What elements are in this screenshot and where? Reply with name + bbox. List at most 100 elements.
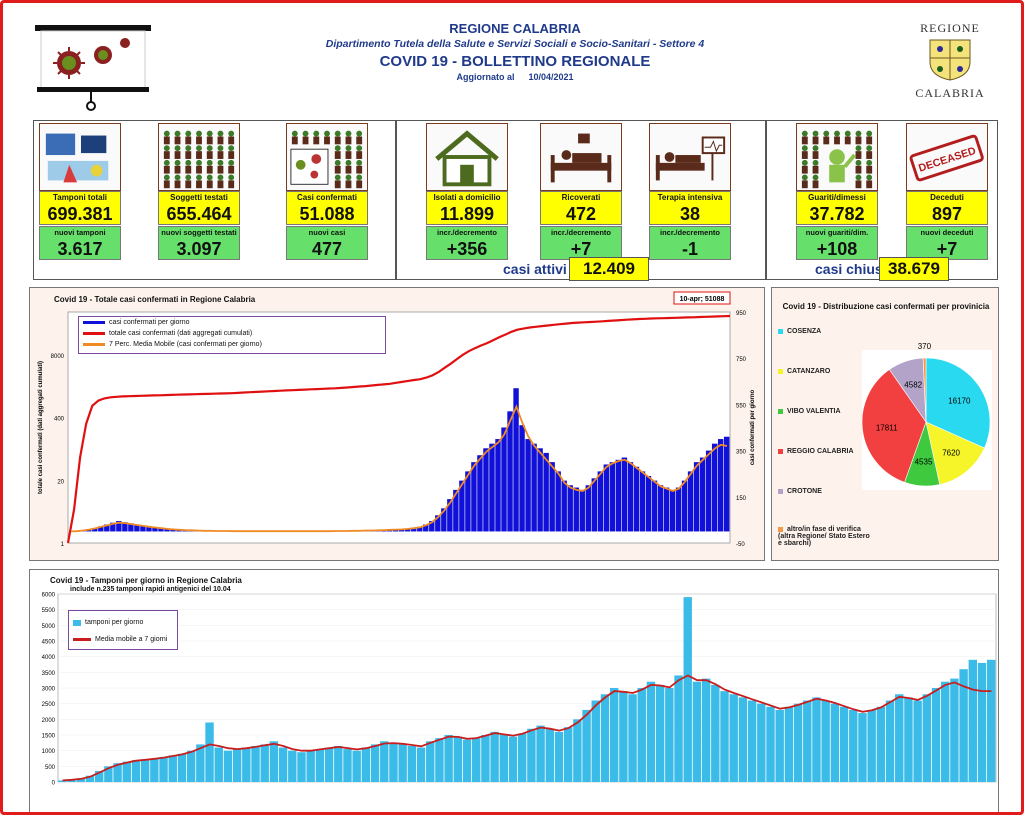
tests-bar [646, 681, 656, 782]
lab-equipment-icon [39, 123, 121, 191]
daily-cases-bar [669, 489, 676, 532]
card-value: 699.381 [39, 203, 121, 225]
left-tick-label: 400 [54, 417, 65, 423]
tests-tick-label: 4000 [42, 655, 56, 661]
daily-cases-bar [525, 439, 531, 532]
daily-cases-bar [411, 527, 417, 532]
tests-bar [518, 733, 527, 782]
tests-bar [232, 749, 242, 782]
card-label: Casi confermati [286, 191, 368, 203]
tests-chart-title: Covid 19 - Tamponi per giorno in Regione… [50, 576, 242, 585]
daily-cases-bar [453, 489, 459, 532]
tests-bar [609, 688, 619, 782]
deceased-stamp-icon: DECEASED [906, 123, 988, 191]
card-value: 655.464 [158, 203, 240, 225]
tests-bar [637, 688, 646, 782]
daily-cases-bar [110, 522, 116, 532]
tests-bar [683, 597, 692, 782]
left-tick-label: 20 [57, 479, 64, 485]
tests-bar [784, 706, 794, 782]
daily-cases-bar [447, 499, 453, 532]
daily-cases-bar [501, 427, 507, 532]
tests-bar [177, 753, 187, 782]
pie-slice-label: 16170 [948, 396, 971, 405]
card-label: Tamponi totali [39, 191, 121, 203]
tests-bar [58, 780, 67, 782]
tests-bar [444, 735, 453, 782]
daily-cases-bar [435, 515, 441, 532]
tests-bar [619, 691, 628, 782]
tests-bar [242, 747, 251, 782]
updated-label: Aggiornato al [456, 72, 515, 82]
right-tick-label: 950 [736, 311, 747, 317]
daily-cases-bar [531, 443, 537, 532]
tests-bar [196, 744, 205, 782]
tests-bar [674, 675, 683, 782]
tests-bar [867, 709, 876, 782]
daily-cases-bar [675, 487, 682, 532]
tests-bar [67, 779, 76, 782]
tests-bar [76, 778, 85, 782]
daily-cases-bar [152, 527, 158, 532]
people-grid-icon [158, 123, 240, 191]
indicator-card: Tamponi totali 699.381 nuovi tamponi 3.617 [39, 123, 121, 260]
card-sub-value: 477 [286, 238, 368, 260]
virus-person-icon [286, 123, 368, 191]
daily-cases-bar [681, 480, 688, 532]
card-sub-value: 3.617 [39, 238, 121, 260]
daily-cases-bar [609, 462, 616, 532]
tests-bar [655, 684, 665, 782]
daily-cases-bar [98, 526, 104, 532]
tests-bar [563, 727, 573, 782]
card-sub-label: nuovi tamponi [39, 226, 121, 238]
card-label: Deceduti [906, 191, 988, 203]
tests-bar [214, 747, 223, 782]
tests-bar [757, 703, 766, 782]
tests-bar [812, 697, 821, 782]
tests-bar [251, 745, 260, 782]
daily-cases-bar [104, 524, 110, 532]
card-sub-label: nuovi guariti/dim. [796, 226, 878, 238]
tests-bar [793, 703, 803, 782]
tests-tick-label: 4500 [42, 640, 56, 646]
tests-bar [885, 700, 895, 782]
right-tick-label: 750 [736, 357, 747, 363]
tests-chart: 0 500 1000 1500 2000 2500 3000 3500 4000 4500 5000… [42, 593, 997, 787]
card-sub-value: 3.097 [158, 238, 240, 260]
indicator-card: Ricoverati 472 incr./decremento +7 [540, 123, 622, 260]
tests-bar [950, 678, 959, 782]
pie-legend-item: CROTONE [778, 488, 866, 495]
indicator-card: Soggetti testati 655.464 nuovi soggetti te… [158, 123, 240, 260]
tests-bar [839, 706, 849, 782]
daily-cases-bar [597, 471, 604, 532]
pie-legend-item: COSENZA [778, 328, 866, 335]
daily-cases-bar [158, 527, 164, 532]
daily-cases-bar [170, 529, 176, 532]
hospital-bed-icon [540, 123, 622, 191]
daily-cases-bar [711, 443, 718, 532]
tests-bar [85, 775, 95, 782]
bulletin-title: COVID 19 - BOLLETTINO REGIONALE [379, 53, 651, 70]
tests-bar [711, 684, 720, 782]
card-value: 897 [906, 203, 988, 225]
tests-bar [324, 747, 334, 782]
daily-cases-bar [579, 489, 585, 532]
tests-bar [416, 747, 426, 782]
tests-bar [775, 709, 784, 782]
tests-bar [297, 752, 306, 782]
daily-cases-bar [663, 487, 670, 532]
moving-average-line [70, 404, 728, 533]
tests-bar [260, 744, 269, 782]
tests-bar [269, 741, 279, 782]
right-tick-label: -50 [736, 542, 745, 548]
pie-slice [925, 357, 991, 449]
tests-bar [628, 694, 637, 782]
card-sub-value: +108 [796, 238, 878, 260]
tests-bar [913, 700, 922, 782]
left-tick-label: 8000 [51, 354, 65, 360]
daily-cases-bar [585, 485, 591, 532]
tests-bar [278, 747, 288, 782]
daily-cases-bar [537, 448, 543, 532]
right-tick-label: 150 [736, 496, 747, 502]
